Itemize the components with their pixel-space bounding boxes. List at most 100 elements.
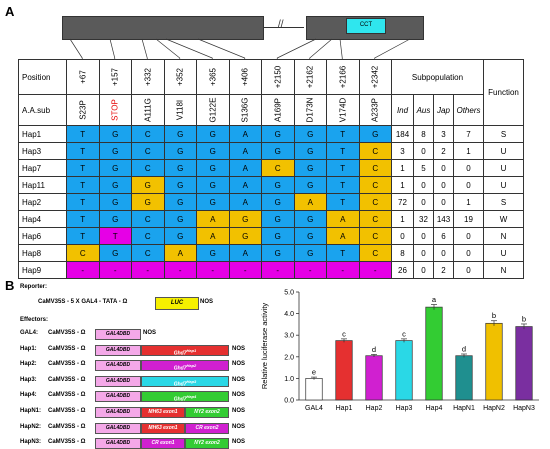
function-cell: U [483, 176, 524, 194]
y-tick-label: 0.0 [284, 398, 294, 405]
segment-label: MH63 exon1 [148, 424, 178, 431]
segment-superscript: Hap1 [186, 347, 197, 353]
aa-sub-label: V118I [175, 99, 185, 121]
significance-letter: e [312, 368, 316, 377]
allele-cell: T [326, 176, 360, 194]
allele-cell: A [228, 142, 262, 160]
effector-segment: Ghd7Hap2 [141, 360, 229, 372]
allele-cell: A [326, 210, 360, 228]
x-tick-label: Hap2 [366, 405, 383, 412]
bar [515, 326, 533, 401]
subpop-count: 8 [413, 125, 434, 143]
allele-cell: A [293, 193, 327, 211]
haplotype-name: Hap7 [18, 159, 67, 177]
allele-cell: G [196, 142, 230, 160]
allele-cell: - [98, 261, 132, 279]
position-1: +157 [98, 59, 132, 95]
function-cell: N [483, 227, 524, 245]
effector-terminator: NOS [232, 392, 246, 399]
allele-cell: G [196, 244, 230, 262]
haplotype-name: Hap9 [18, 261, 67, 279]
aa-sub-label: A233P [370, 97, 380, 123]
gal4-dbd: GAL4DBD [95, 422, 141, 434]
allele-cell: G [98, 210, 132, 228]
allele-cell: G [261, 193, 295, 211]
allele-cell: C [131, 244, 165, 262]
intron-break: // [278, 19, 284, 30]
effector-terminator: NOS [232, 361, 246, 368]
effector-terminator: NOS [232, 376, 246, 383]
segment-label: NY2 exon2 [194, 440, 220, 447]
position-6: +2150 [261, 59, 295, 95]
effector-terminator: NOS [143, 330, 157, 336]
subpop-count: 0 [391, 227, 414, 245]
subpop-count: 0 [433, 244, 454, 262]
allele-cell: - [358, 261, 392, 279]
subpop-count: 2 [433, 142, 454, 160]
subpop-count: 0 [413, 176, 434, 194]
bar [305, 378, 323, 401]
x-tick-label: Hap1 [336, 405, 353, 412]
effector-segment: CR exon1 [141, 438, 185, 449]
aa-sub-0: S23P [66, 94, 100, 126]
x-tick-label: Hap4 [426, 405, 443, 412]
function-cell: U [483, 244, 524, 262]
segment-superscript: Hap3 [186, 378, 197, 384]
allele-cell: G [293, 142, 327, 160]
aa-sub-label: STOP [110, 99, 120, 121]
allele-cell: G [228, 210, 262, 228]
significance-letter: a [432, 295, 437, 304]
effector-segment: Ghd7Hap4 [141, 391, 229, 403]
intron-line [264, 27, 304, 28]
allele-cell: - [228, 261, 262, 279]
subpop-count: 72 [391, 193, 414, 211]
aa-sub-label: S136G [240, 97, 250, 123]
haplotype-table: Position +67 +157 +332 +352 +365 +406 +2150 +216… [18, 59, 524, 279]
allele-cell: G [293, 244, 327, 262]
allele-cell: A [228, 159, 262, 177]
allele-cell: G [261, 125, 295, 143]
significance-letter: b [522, 314, 526, 323]
allele-cell: - [326, 261, 360, 279]
allele-cell: G [358, 125, 392, 143]
panel-label-a: A [5, 4, 15, 19]
subpop-count: 2 [433, 261, 454, 279]
x-tick-label: HapN3 [513, 405, 535, 412]
allele-cell: A [228, 125, 262, 143]
subpop-count: 3 [433, 125, 454, 143]
effector-terminator: NOS [232, 408, 246, 414]
y-tick-label: 2.0 [284, 354, 294, 361]
x-tick-label: HapN1 [453, 405, 475, 412]
allele-cell: C [358, 210, 392, 228]
haplotype-row: Hap2 T G G G G A G A T C 72 0 0 1 S [18, 193, 524, 211]
allele-cell: - [196, 261, 230, 279]
segment-label: Ghd7 [173, 397, 187, 403]
subpop-count: 26 [391, 261, 414, 279]
reporter-title: Reporter: [20, 284, 48, 290]
snp-connector [155, 38, 181, 60]
allele-cell: T [326, 125, 360, 143]
subpop-count: 0 [453, 227, 484, 245]
effector-segment: NY2 exon2 [185, 438, 229, 449]
allele-cell: G [98, 193, 132, 211]
position-2: +332 [131, 59, 165, 95]
exon-1 [62, 16, 264, 40]
segment-superscript: Hap4 [186, 394, 197, 400]
allele-cell: C [358, 193, 392, 211]
effector-segment: Ghd7Hap3 [141, 375, 229, 387]
allele-cell: T [66, 176, 100, 194]
position-label: +365 [208, 67, 218, 87]
bar [485, 322, 503, 401]
allele-cell: T [66, 227, 100, 245]
haplotype-row: Hap9- - - - - - - - - -26 0 2 0 N [18, 261, 524, 279]
allele-cell: G [196, 193, 230, 211]
segment-label: CR exon2 [195, 424, 219, 431]
subpop-count: 1 [391, 159, 414, 177]
subpop-count: 0 [413, 142, 434, 160]
effector-name: Hap1: [20, 345, 37, 352]
position-0: +67 [66, 59, 100, 95]
effector-promoter: CaMV35S - Ω [48, 392, 86, 399]
haplotype-name: Hap11 [18, 176, 67, 194]
aa-sub-label: S23P [78, 100, 88, 120]
subpop-others: Others [453, 94, 484, 126]
